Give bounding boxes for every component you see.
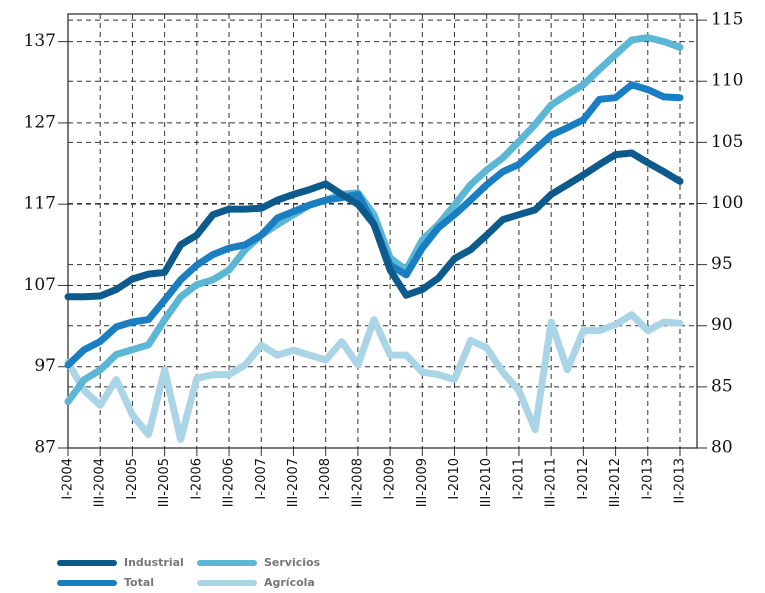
plot-frame xyxy=(67,13,698,449)
x-tick-label: I-2012 xyxy=(576,458,591,500)
legend-label: Servicios xyxy=(264,556,321,569)
y-tick-label: 107 xyxy=(24,275,56,295)
series-line xyxy=(64,149,684,301)
y2-tick-label: 90 xyxy=(711,315,733,335)
x-tick-label: III-2008 xyxy=(350,458,365,507)
x-tick-label: I-2011 xyxy=(511,458,526,500)
legend-label: Total xyxy=(124,576,154,589)
x-tick-label: I-2013 xyxy=(640,458,655,500)
legend-label: Agrícola xyxy=(264,576,315,589)
y2-tick-label: 110 xyxy=(711,71,743,91)
x-tick-label: II-2013 xyxy=(673,458,688,503)
x-tick-label: I-2004 xyxy=(61,458,76,500)
x-tick-label: III-2004 xyxy=(93,458,108,507)
x-tick-label: I-2006 xyxy=(189,458,204,500)
y-tick-label: 87 xyxy=(34,438,56,458)
x-tick-label: I-2005 xyxy=(125,458,140,500)
x-tick-label: I-2007 xyxy=(254,458,269,500)
y2-tick-label: 105 xyxy=(711,132,743,152)
y-tick-label: 127 xyxy=(24,112,56,132)
y2-tick-label: 95 xyxy=(711,254,733,274)
x-tick-label: III-2006 xyxy=(222,458,237,507)
y-tick-label: 97 xyxy=(34,356,56,376)
x-tick-label: I-2009 xyxy=(383,458,398,500)
series-line xyxy=(64,311,684,443)
x-tick-label: III-2009 xyxy=(415,458,430,507)
x-tick-label: I-2010 xyxy=(447,458,462,500)
legend-label: Industrial xyxy=(124,556,184,569)
x-tick-label: III-2005 xyxy=(157,458,172,507)
series-line xyxy=(64,34,684,406)
x-tick-label: III-2012 xyxy=(608,458,623,507)
x-tick-label: III-2010 xyxy=(479,458,494,507)
y-tick-label: 117 xyxy=(24,194,56,214)
y2-tick-label: 115 xyxy=(711,10,743,30)
x-tick-label: III-2011 xyxy=(544,458,559,507)
x-tick-label: III-2007 xyxy=(286,458,301,507)
y2-tick-label: 80 xyxy=(711,438,733,458)
y2-tick-label: 100 xyxy=(711,193,743,213)
y2-tick-label: 85 xyxy=(711,376,733,396)
y-tick-label: 137 xyxy=(24,31,56,51)
x-tick-label: I-2008 xyxy=(318,458,333,500)
